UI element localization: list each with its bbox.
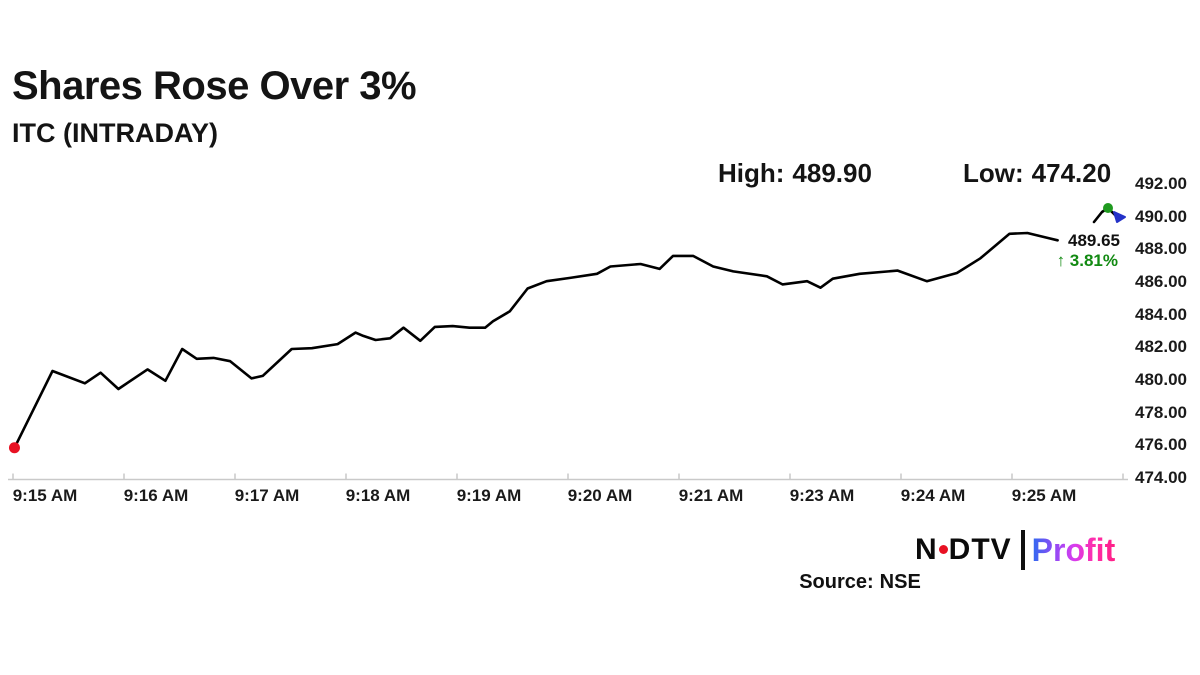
x-axis-label: 9:17 AM	[234, 486, 300, 505]
high-label: High:	[718, 158, 785, 188]
low-value: 474.20	[1031, 158, 1112, 188]
source-credit: Source: NSE	[780, 571, 940, 594]
ndtv-wordmark: N DTV	[915, 533, 1012, 567]
trend-spark-icon	[1088, 202, 1128, 231]
ndtv-letters-dtv: DTV	[948, 533, 1012, 566]
high-stat: High: 489.90	[718, 158, 872, 189]
y-axis-label: 474.00	[1135, 468, 1187, 487]
x-axis-label: 9:16 AM	[123, 486, 189, 505]
x-axis-label: 9:19 AM	[456, 486, 522, 505]
cursor-arrow-icon	[1113, 211, 1126, 223]
y-axis-label: 480.00	[1135, 370, 1187, 389]
session-start-dot	[8, 442, 20, 454]
x-axis-label: 9:18 AM	[345, 486, 411, 505]
chart-subtitle: ITC (INTRADAY)	[12, 118, 218, 148]
x-axis-label: 9:21 AM	[678, 486, 744, 505]
x-axis-label: 9:24 AM	[900, 486, 966, 505]
high-value: 489.90	[792, 158, 872, 188]
y-axis-label: 478.00	[1135, 402, 1187, 422]
low-stat: Low: 474.20	[963, 158, 1111, 189]
y-axis-label: 476.00	[1135, 435, 1187, 455]
low-label: Low:	[963, 158, 1024, 188]
x-axis-label: 9:25 AM	[1011, 486, 1077, 505]
up-arrow-icon: ↑	[1056, 250, 1066, 270]
last-change: ↑ 3.81%	[1000, 250, 1128, 270]
y-axis-label: 486.00	[1135, 272, 1187, 291]
logo-divider	[1020, 530, 1025, 570]
x-axis-label: 9:23 AM	[789, 486, 855, 505]
ndtv-letter-n: N	[915, 533, 938, 566]
y-axis-label: 488.00	[1135, 239, 1187, 259]
y-axis-label: 492.00	[1135, 174, 1187, 193]
x-axis-label: 9:20 AM	[567, 486, 633, 505]
last-quote: 489.65 ↑ 3.81%	[1000, 202, 1128, 269]
page-title: Shares Rose Over 3%	[12, 64, 417, 108]
y-axis-label: 484.00	[1135, 304, 1187, 324]
ndtv-red-dot-icon	[938, 544, 948, 554]
source-value: NSE	[879, 571, 921, 593]
y-axis-label: 490.00	[1135, 206, 1187, 226]
ndtv-profit-logo: N DTV Profit	[915, 528, 1115, 572]
change-percent: 3.81%	[1069, 250, 1118, 270]
last-price: 489.65	[1068, 230, 1120, 250]
price-line	[13, 231, 1059, 450]
source-label: Source:	[799, 571, 874, 593]
profit-wordmark: Profit	[1031, 531, 1116, 568]
peak-dot-icon	[1103, 203, 1113, 213]
y-axis-label: 482.00	[1135, 337, 1187, 357]
x-axis-label: 9:15 AM	[12, 486, 78, 505]
